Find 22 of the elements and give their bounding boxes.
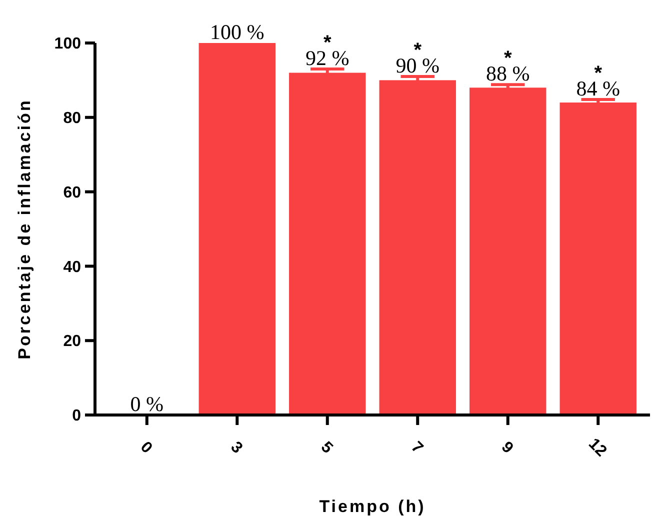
bar	[289, 72, 366, 415]
x-tick-label: 5	[317, 438, 336, 458]
bar	[198, 43, 276, 415]
x-tick-label: 3	[227, 438, 246, 458]
data-label: 0 %	[130, 392, 164, 416]
data-label: 88 %	[486, 62, 530, 86]
y-tick-label: 60	[63, 184, 82, 202]
data-label: 100 %	[210, 20, 264, 44]
y-tick-label: 100	[54, 36, 82, 53]
data-label: 90 %	[396, 53, 440, 78]
x-tick-label: 9	[498, 438, 516, 458]
x-tick-label: 12	[585, 435, 610, 460]
data-label: 92 %	[306, 46, 350, 70]
y-tick-label: 0	[72, 408, 82, 425]
y-tick-label: 80	[63, 110, 82, 127]
y-axis-title: Porcentaje de inflamación	[15, 98, 34, 360]
x-tick-label: 7	[408, 438, 426, 458]
x-tick-label: 0	[136, 438, 156, 458]
bar	[379, 80, 456, 415]
y-tick-label: 40	[63, 258, 82, 276]
x-axis-title: Tiempo (h)	[319, 497, 426, 516]
y-tick-label: 20	[63, 333, 82, 350]
